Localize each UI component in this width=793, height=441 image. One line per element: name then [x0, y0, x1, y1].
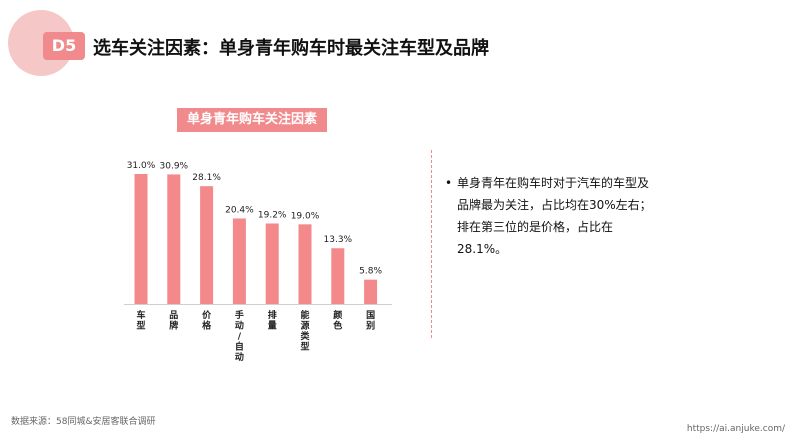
- category-label-5: 能源类型: [300, 309, 310, 353]
- insight-text: 单身青年在购车时对于汽车的车型及品牌最为关注，占比均在30%左右；排在第三位的是…: [457, 176, 652, 256]
- bar-5: [298, 224, 312, 304]
- page-title: 选车关注因素：单身青年购车时最关注车型及品牌: [93, 38, 489, 59]
- category-label-6: 颜色: [333, 309, 342, 332]
- category-label-3: 手动/自动: [235, 309, 244, 363]
- bar-value-label-6: 13.3%: [324, 235, 353, 245]
- bar-value-label-2: 28.1%: [192, 173, 221, 183]
- data-source: 数据来源：58同城&安居客联合调研: [11, 417, 156, 427]
- bar-7: [364, 279, 378, 304]
- bar-value-label-7: 5.8%: [359, 267, 382, 277]
- bar-3: [232, 218, 246, 304]
- bar-4: [265, 223, 279, 304]
- bar-6: [331, 248, 345, 304]
- divider: [431, 150, 432, 338]
- bar-value-label-5: 19.0%: [291, 211, 320, 221]
- bar-value-label-4: 19.2%: [258, 210, 287, 220]
- bar-value-label-3: 20.4%: [225, 205, 254, 215]
- insight-text-block: • 单身青年在购车时对于汽车的车型及品牌最为关注，占比均在30%左右；排在第三位…: [445, 172, 657, 260]
- category-label-0: 车型: [136, 309, 145, 332]
- bar-1: [167, 174, 181, 304]
- site-url: https://ai.anjuke.com/: [686, 424, 785, 434]
- bar-value-label-1: 30.9%: [160, 161, 189, 171]
- chart-title: 单身青年购车关注因素: [177, 108, 327, 132]
- bar-2: [200, 186, 214, 304]
- bar-0: [134, 174, 148, 304]
- section-badge: D5: [43, 32, 85, 60]
- category-label-7: 国别: [365, 310, 375, 332]
- bullet-icon: •: [445, 176, 453, 190]
- category-label-1: 品牌: [169, 310, 178, 332]
- bar-value-label-0: 31.0%: [127, 161, 156, 171]
- category-label-4: 排量: [268, 309, 277, 332]
- category-label-2: 价格: [202, 310, 212, 332]
